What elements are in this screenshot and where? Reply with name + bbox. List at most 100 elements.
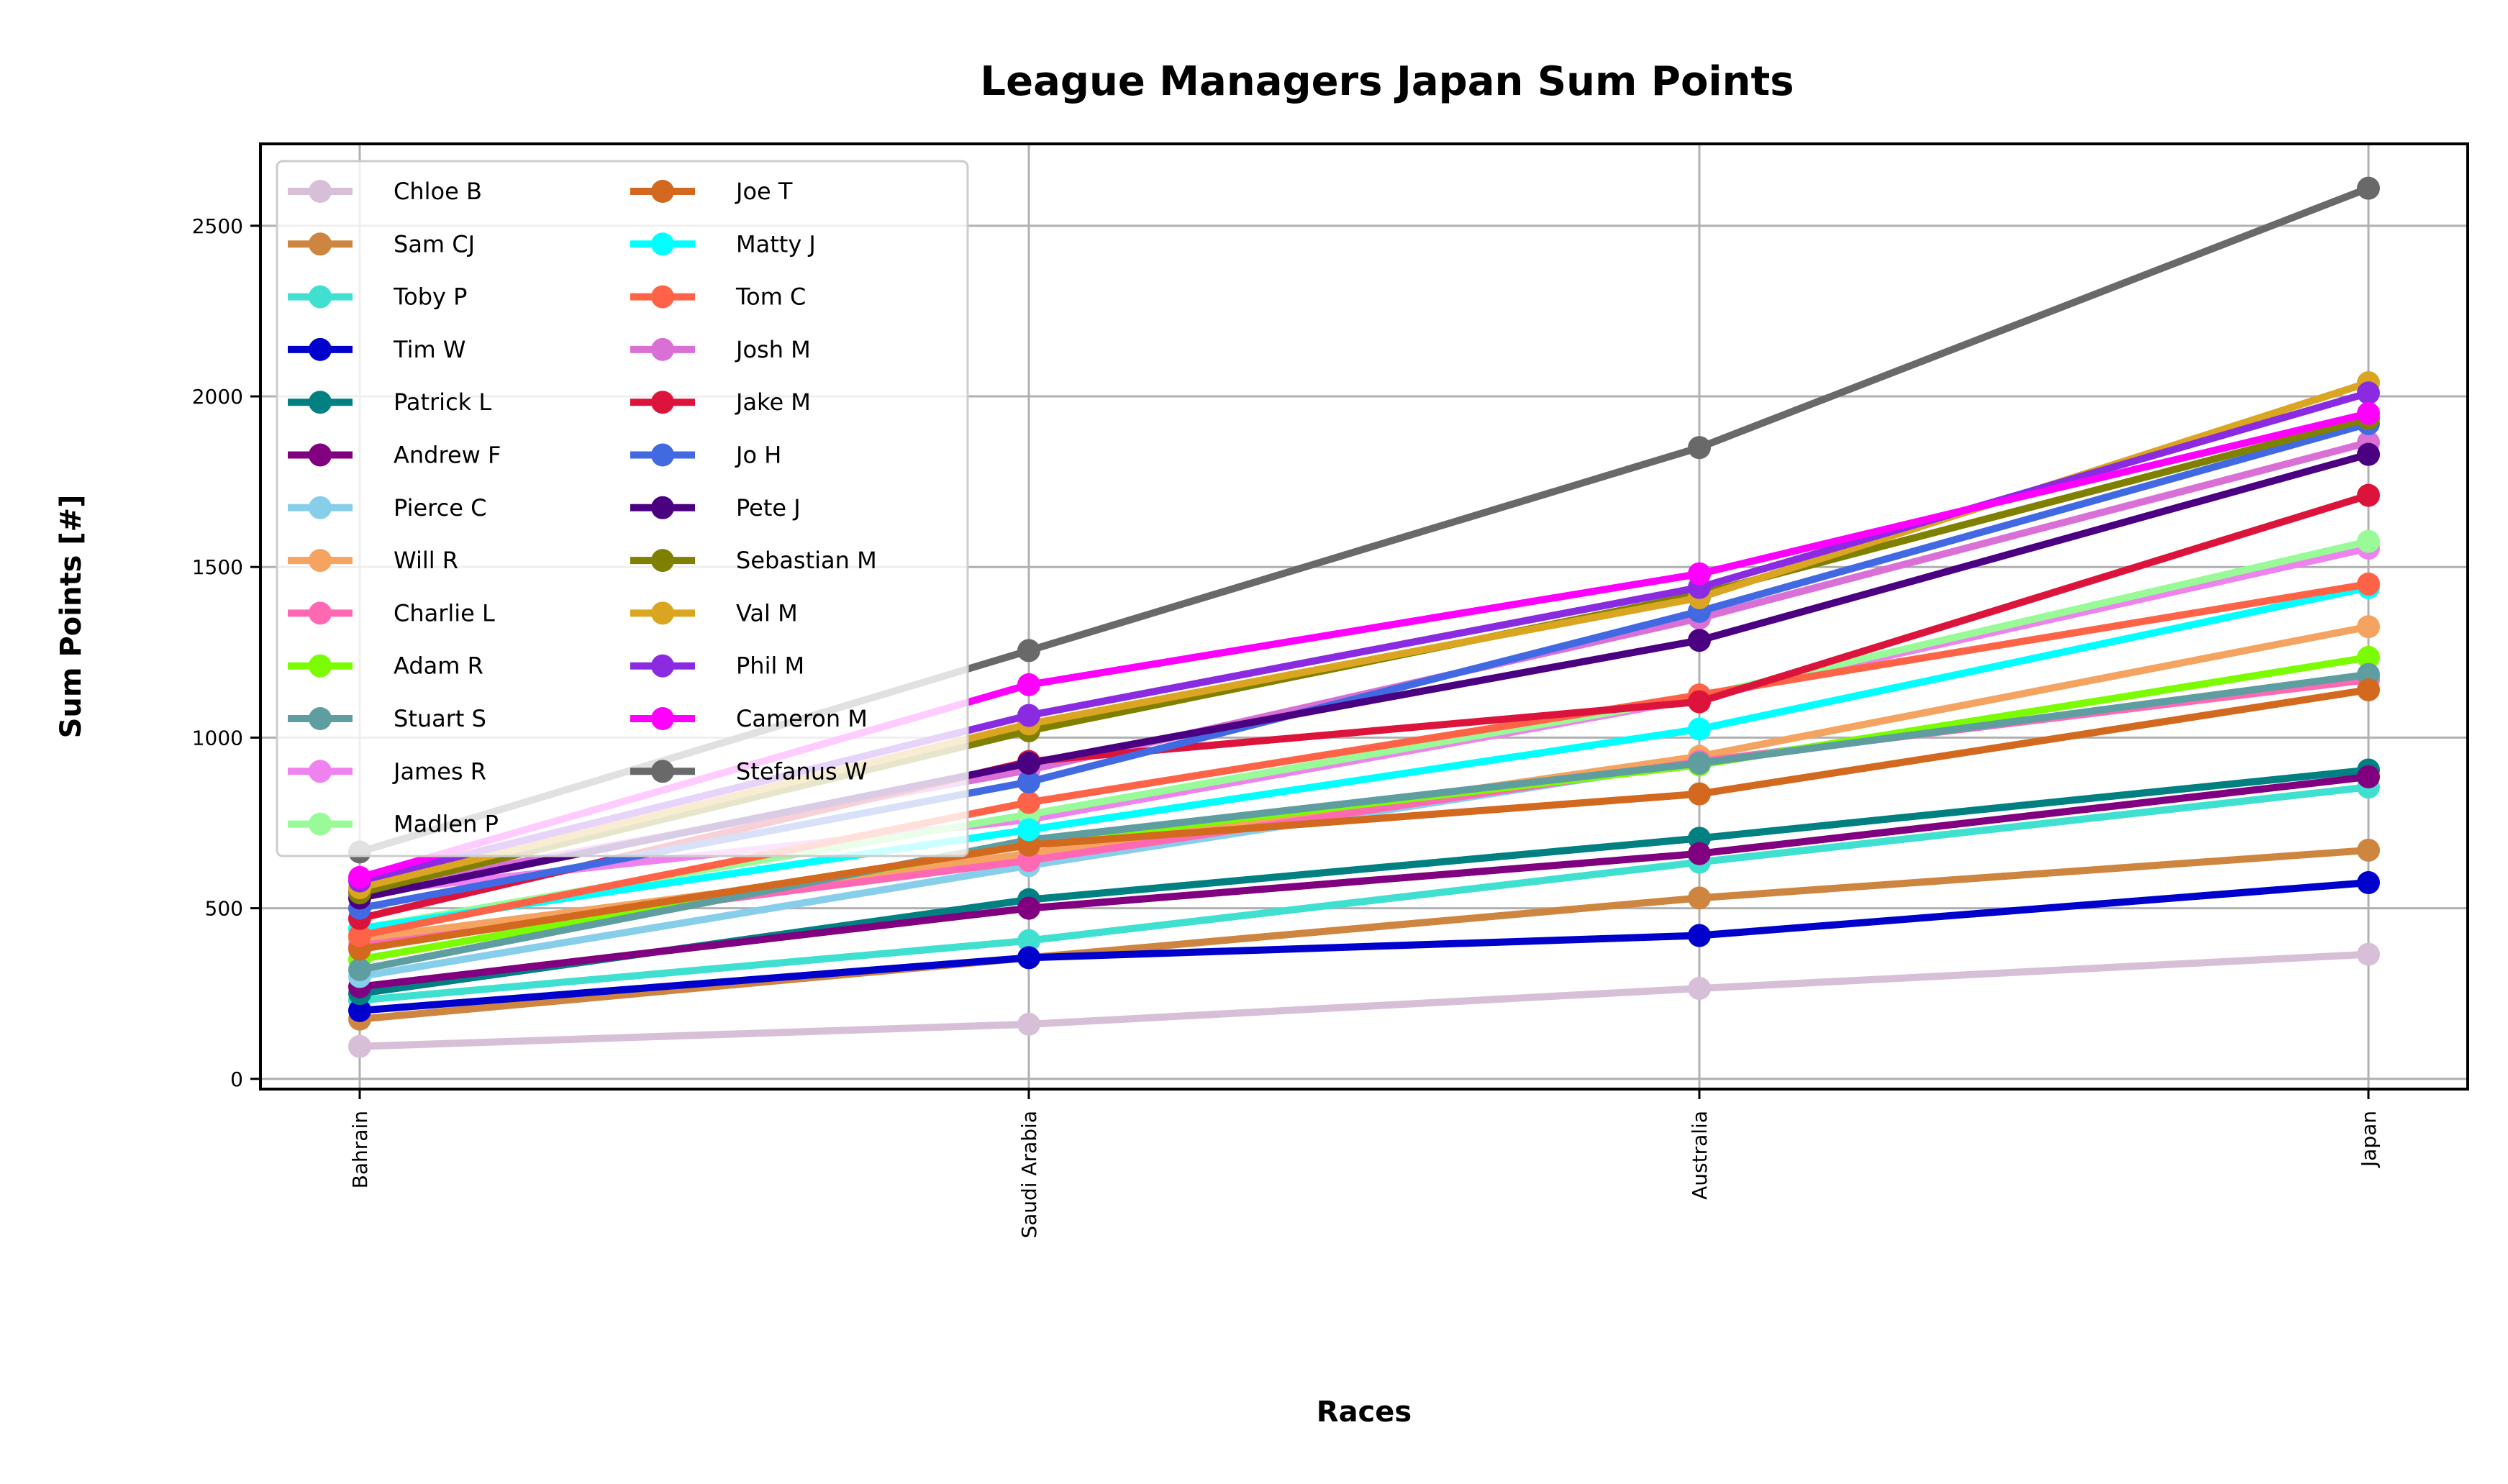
legend-swatch-marker <box>309 496 332 519</box>
legend-item: Sam CJ <box>288 230 475 258</box>
legend-item: Tom C <box>630 283 806 311</box>
series-tim-w <box>348 871 2380 1022</box>
data-point <box>1688 562 1711 586</box>
x-axis: Bahrain Saudi Arabia Australia Japan <box>348 1089 2381 1239</box>
legend-item: Cameron M <box>630 705 868 732</box>
legend-item: Pete J <box>630 494 801 522</box>
legend-item: Will R <box>288 547 458 574</box>
legend-swatch-marker <box>651 601 674 625</box>
legend-item: Jake M <box>630 388 811 416</box>
legend-swatch-marker <box>651 232 674 256</box>
legend-swatch-marker <box>651 285 674 309</box>
legend-label: Pierce C <box>394 494 486 522</box>
data-point <box>2357 765 2380 788</box>
data-point <box>1017 1012 1040 1036</box>
series-line <box>359 773 2369 991</box>
legend-item: Phil M <box>630 652 804 680</box>
legend-label: Matty J <box>736 230 816 258</box>
legend-label: Joe T <box>735 178 793 205</box>
y-tick-label: 0 <box>230 1068 243 1091</box>
legend-label: Sebastian M <box>736 547 877 574</box>
series-joe-t <box>348 678 2380 961</box>
legend-label: Cameron M <box>736 705 868 732</box>
data-point <box>2357 645 2380 669</box>
series-line <box>359 846 2369 1023</box>
legend-item: Joe T <box>630 178 793 205</box>
data-point <box>348 924 371 947</box>
data-point <box>2357 176 2380 200</box>
data-point <box>1688 690 1711 714</box>
data-point <box>2357 871 2380 895</box>
data-point <box>348 865 371 889</box>
legend-swatch-marker <box>651 654 674 678</box>
data-point <box>1688 717 1711 741</box>
legend-label: Chloe B <box>394 178 482 205</box>
data-point <box>1688 782 1711 806</box>
data-point <box>1017 673 1040 696</box>
x-tick-label: Japan <box>2357 1111 2381 1168</box>
legend-item: Pierce C <box>288 494 486 522</box>
data-point <box>1017 791 1040 814</box>
legend-label: Jo H <box>735 442 781 469</box>
series-line <box>359 783 2369 1004</box>
legend-label: Stefanus W <box>736 757 867 785</box>
data-point <box>1017 946 1040 970</box>
legend-swatch-marker <box>651 496 674 519</box>
data-point <box>2357 442 2380 466</box>
legend-item: Sebastian M <box>630 547 877 574</box>
series-line <box>359 879 2369 1014</box>
legend-item: Stuart S <box>288 705 486 732</box>
data-point <box>1688 977 1711 1001</box>
legend-item: Madlen P <box>288 811 499 838</box>
legend-swatch-marker <box>309 549 332 573</box>
data-point <box>1688 886 1711 910</box>
legend-swatch-marker <box>651 180 674 203</box>
data-point <box>2357 529 2380 553</box>
legend-box <box>276 160 969 857</box>
legend-swatch-marker <box>651 391 674 414</box>
legend-label: Patrick L <box>394 388 491 416</box>
data-point <box>2357 381 2380 405</box>
data-point <box>348 1034 371 1058</box>
plot-frame <box>259 142 2469 1091</box>
legend-label: James R <box>392 757 486 785</box>
legend-swatch-marker <box>651 760 674 783</box>
data-point <box>1688 436 1711 460</box>
legend-item: Stefanus W <box>630 757 867 785</box>
y-tick-label: 1000 <box>192 726 243 750</box>
data-point <box>1017 818 1040 842</box>
series-chloe-b <box>348 942 2380 1058</box>
legend-item: Chloe B <box>288 178 482 205</box>
data-point <box>2357 678 2380 701</box>
legend-item: Charlie L <box>288 599 495 627</box>
x-tick-label: Bahrain <box>348 1111 372 1188</box>
legend-label: Adam R <box>394 652 483 680</box>
legend-swatch-marker <box>651 443 674 467</box>
legend-swatch-marker <box>309 601 332 625</box>
legend-label: Charlie L <box>394 599 495 627</box>
y-axis: 0 500 1000 1500 2000 2500 <box>192 214 260 1091</box>
legend-swatch-marker <box>309 812 332 836</box>
series-line <box>359 950 2369 1050</box>
legend-swatch-marker <box>309 232 332 256</box>
legend-item: Matty J <box>630 230 816 258</box>
legend-label: Tom C <box>735 283 806 311</box>
legend-swatch-marker <box>309 443 332 467</box>
legend-item: Adam R <box>288 652 483 680</box>
data-point <box>2357 572 2380 596</box>
data-point <box>1688 842 1711 865</box>
y-tick-label: 500 <box>205 897 243 921</box>
data-point <box>2357 942 2380 966</box>
legend-label: Josh M <box>735 336 811 363</box>
data-point <box>2357 615 2380 639</box>
legend-label: Stuart S <box>394 705 486 732</box>
legend-swatch-marker <box>309 654 332 678</box>
legend-swatch-marker <box>651 549 674 573</box>
series-line <box>359 583 2370 932</box>
data-point <box>2357 838 2380 862</box>
data-point <box>1688 751 1711 775</box>
legend-item: Jo H <box>630 442 781 469</box>
y-axis-label: Sum Points [#] <box>55 495 88 739</box>
x-tick-label: Australia <box>1688 1111 1712 1200</box>
legend-swatch-marker <box>309 337 332 361</box>
